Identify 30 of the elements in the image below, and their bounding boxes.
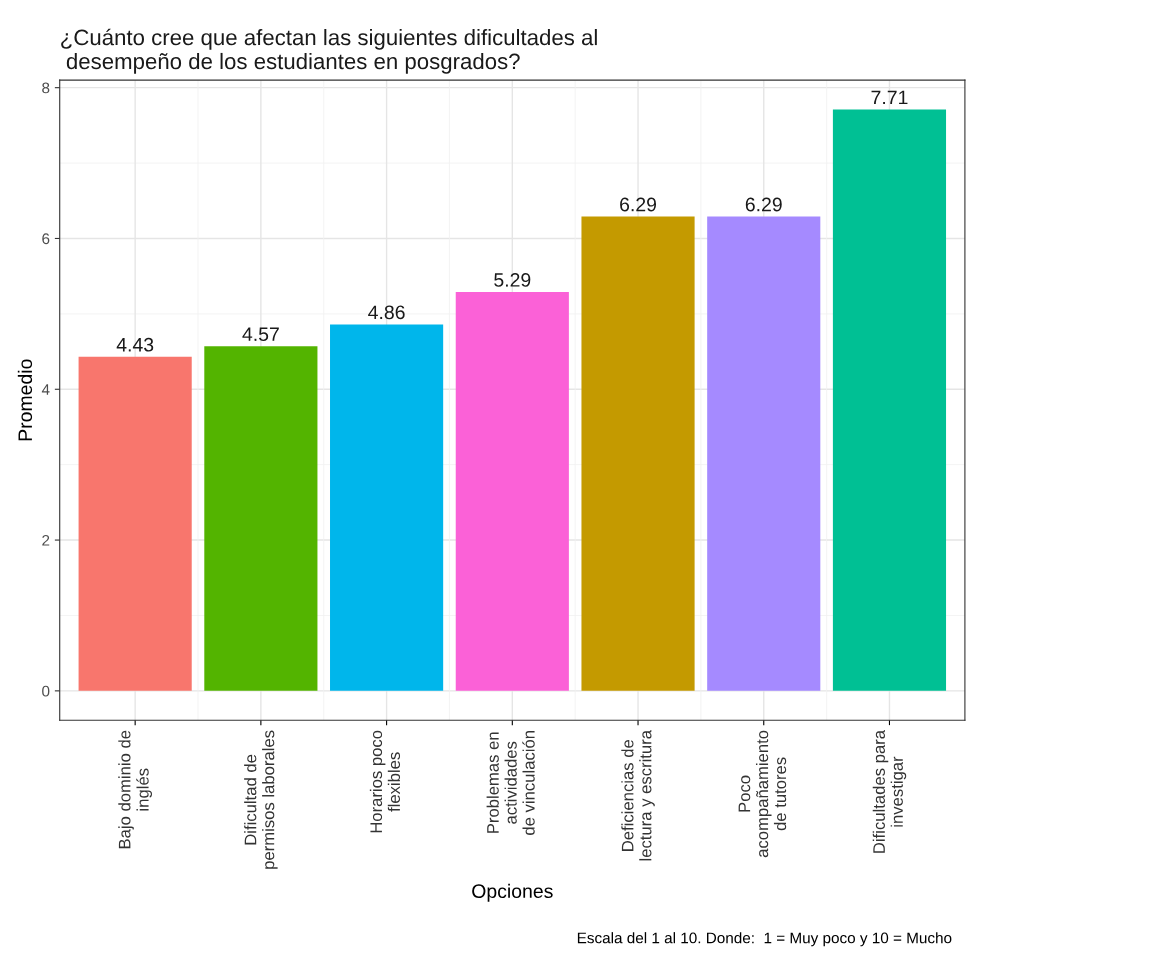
x-axis-title: Opciones (472, 883, 553, 902)
x-tick-label: Dificultades para investigar (872, 729, 907, 853)
bar (204, 346, 318, 691)
data-label: 6.29 (745, 197, 782, 212)
bar (707, 216, 821, 691)
x-tick-label: Deficiencias de lectura y escritura (621, 729, 655, 861)
text: Escala del 1 al 10. Donde: 1 = Muy poco y 10 = Mucho (577, 932, 952, 947)
x-tick-label: Dificultad de permisos laborales (244, 730, 278, 869)
chart-title: ¿Cuánto cree que afectan las siguientes dificultades al desempeño de los estudiantes en posgrados? (61, 28, 597, 74)
data-label: 6.29 (620, 197, 657, 212)
data-label: 5.29 (494, 273, 531, 287)
x-tick-label: Bajo dominio de inglés (118, 730, 153, 849)
x-tick-label: Horarios poco flexibles (369, 730, 401, 833)
y-axis-title: Promedio (17, 359, 33, 441)
y-tick-label: 0 (42, 685, 50, 697)
x-tick-label: Problemas en actividades de vinculación (486, 731, 535, 835)
data-label: 4.57 (242, 327, 279, 342)
y-tick-label: 2 (42, 534, 50, 546)
bar (581, 216, 695, 691)
bar (455, 292, 569, 691)
bar (78, 356, 192, 691)
bar (832, 109, 947, 691)
x-tick-label: Poco acompañamiento de tutores (738, 730, 787, 858)
data-label: 4.86 (368, 305, 405, 320)
y-tick-label: 8 (42, 82, 50, 94)
data-label: 7.71 (871, 90, 908, 105)
bar (330, 324, 444, 691)
y-tick-label: 4 (41, 384, 50, 395)
y-tick-label: 6 (42, 233, 50, 245)
data-label: 4.43 (116, 337, 154, 352)
